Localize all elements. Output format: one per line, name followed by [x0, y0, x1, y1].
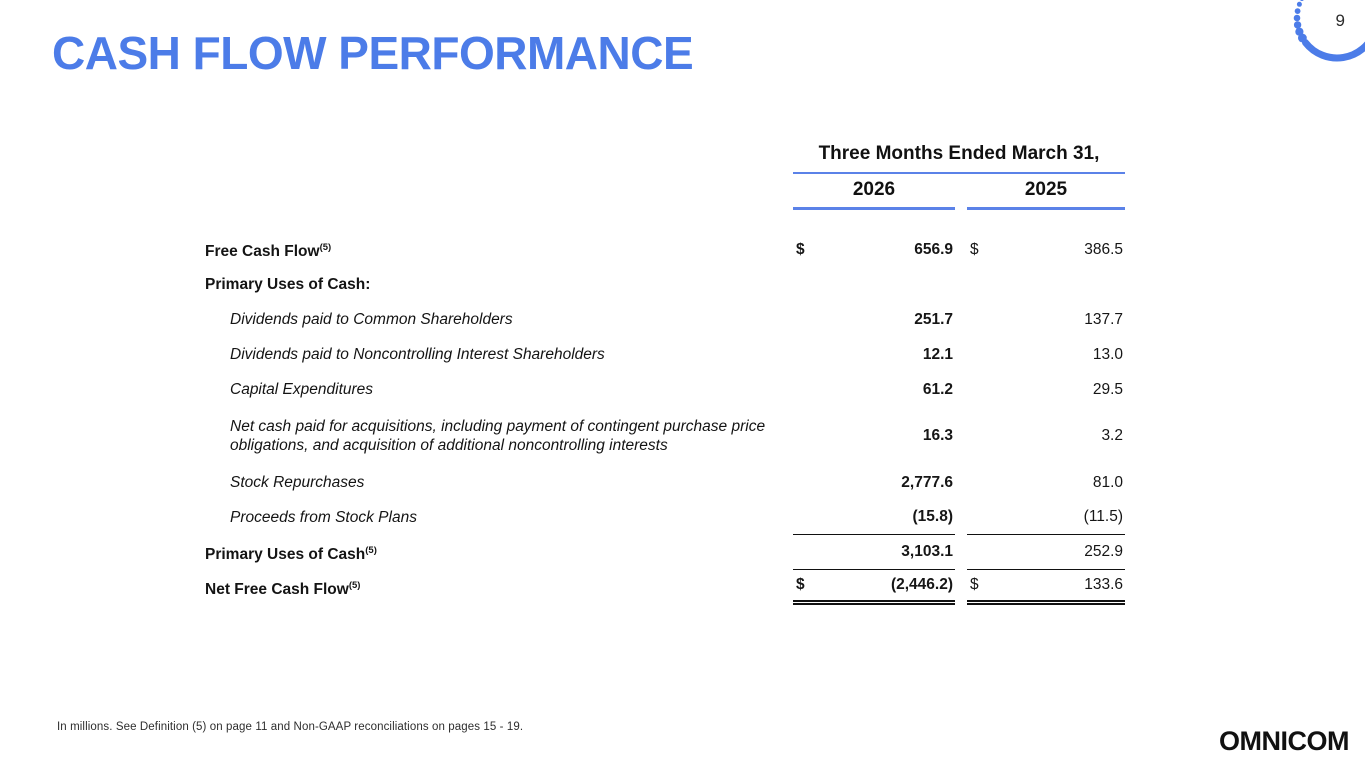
value-number: 13.0	[1092, 345, 1123, 363]
row-label: Stock Repurchases	[230, 474, 365, 491]
corner-arc-decoration	[1265, 0, 1365, 85]
value-cell-2025: 13.0	[967, 337, 1125, 372]
value-cell-2026: $ (2,446.2)	[793, 570, 955, 605]
table-row: Net cash paid for acquisitions, includin…	[205, 407, 1125, 465]
page-title: CASH FLOW PERFORMANCE	[52, 27, 694, 79]
value-cell-2025: 137.7	[967, 302, 1125, 337]
value-number: 656.9	[914, 240, 953, 258]
footnote: In millions. See Definition (5) on page …	[57, 721, 524, 733]
value-cell-2026	[793, 267, 955, 302]
value-number: 12.1	[922, 345, 953, 363]
value-number: 2,777.6	[901, 473, 953, 491]
value-cell-2025: 81.0	[967, 465, 1125, 500]
value-cell-2026: 3,103.1	[793, 535, 955, 570]
value-number: (15.8)	[912, 508, 954, 525]
table-row: Primary Uses of Cash(5) 3,103.1 252.9	[205, 535, 1125, 570]
value-cell-2026: 251.7	[793, 302, 955, 337]
value-cell-2026: (15.8)	[793, 500, 955, 535]
value-number: 251.7	[914, 310, 953, 328]
value-cell-2025: 252.9	[967, 535, 1125, 570]
cash-flow-table: Three Months Ended March 31, 2026 2025 F…	[205, 143, 1125, 605]
table-header-span: Three Months Ended March 31,	[793, 143, 1125, 174]
row-label: Net cash paid for acquisitions, includin…	[230, 418, 766, 454]
table-row: Net Free Cash Flow(5) $ (2,446.2) $133.6	[205, 570, 1125, 605]
value-cell-2025: 29.5	[967, 372, 1125, 407]
value-cell-2026: 16.3	[793, 407, 955, 465]
value-cell-2026: $656.9	[793, 232, 955, 267]
currency-symbol: $	[796, 240, 805, 258]
value-number: (2,446.2)	[890, 576, 953, 593]
value-number: 16.3	[922, 427, 953, 444]
row-label: Free Cash Flow(5)	[205, 242, 332, 260]
value-cell-2026: 61.2	[793, 372, 955, 407]
value-number: 133.6	[1084, 576, 1123, 593]
value-cell-2025	[967, 267, 1125, 302]
table-rows: Free Cash Flow(5) $656.9 $386.5 Primary Use…	[205, 232, 1125, 605]
value-number: 81.0	[1092, 473, 1123, 491]
table-row: Capital Expenditures 61.2 29.5	[205, 372, 1125, 407]
value-number: 252.9	[1084, 543, 1123, 560]
value-number: 3.2	[1101, 427, 1123, 444]
row-label: Dividends paid to Noncontrolling Interes…	[230, 346, 605, 363]
table-row: Proceeds from Stock Plans (15.8) (11.5)	[205, 500, 1125, 535]
row-label: Primary Uses of Cash:	[205, 276, 371, 293]
currency-symbol: $	[796, 576, 805, 593]
value-cell-2025: (11.5)	[967, 500, 1125, 535]
value-cell-2026: 2,777.6	[793, 465, 955, 500]
column-gap	[955, 174, 967, 210]
value-number: 61.2	[922, 380, 953, 398]
omnicom-logo: OMNICOM	[1219, 726, 1349, 756]
value-number: (11.5)	[1083, 508, 1123, 525]
row-label: Primary Uses of Cash(5)	[205, 545, 377, 563]
currency-symbol: $	[970, 576, 979, 593]
value-cell-2025: 3.2	[967, 407, 1125, 465]
page-number: 9	[1335, 11, 1345, 30]
footnote-marker: (5)	[365, 545, 377, 556]
table-row: Stock Repurchases 2,777.6 81.0	[205, 465, 1125, 500]
value-number: 29.5	[1092, 380, 1123, 398]
currency-symbol: $	[970, 240, 979, 258]
row-label: Proceeds from Stock Plans	[230, 509, 417, 526]
column-header-2025: 2025	[967, 174, 1125, 210]
table-row: Primary Uses of Cash:	[205, 267, 1125, 302]
value-number: 137.7	[1084, 310, 1123, 328]
value-cell-2025: $386.5	[967, 232, 1125, 267]
row-label: Capital Expenditures	[230, 381, 374, 398]
value-cell-2025: $133.6	[967, 570, 1125, 605]
footnote-marker: (5)	[348, 580, 361, 591]
table-row: Dividends paid to Common Shareholders 251…	[205, 302, 1125, 337]
value-number: 386.5	[1084, 240, 1123, 258]
table-header-columns: 2026 2025	[793, 174, 1125, 210]
value-cell-2026: 12.1	[793, 337, 955, 372]
arc-icon	[1293, 0, 1365, 62]
table-row: Dividends paid to Noncontrolling Interes…	[205, 337, 1125, 372]
column-header-2026: 2026	[793, 174, 955, 210]
row-label: Net Free Cash Flow(5)	[205, 580, 361, 598]
footnote-marker: (5)	[319, 242, 332, 253]
value-number: 3,103.1	[901, 543, 953, 560]
row-label: Dividends paid to Common Shareholders	[230, 311, 513, 328]
table-row: Free Cash Flow(5) $656.9 $386.5	[205, 232, 1125, 267]
